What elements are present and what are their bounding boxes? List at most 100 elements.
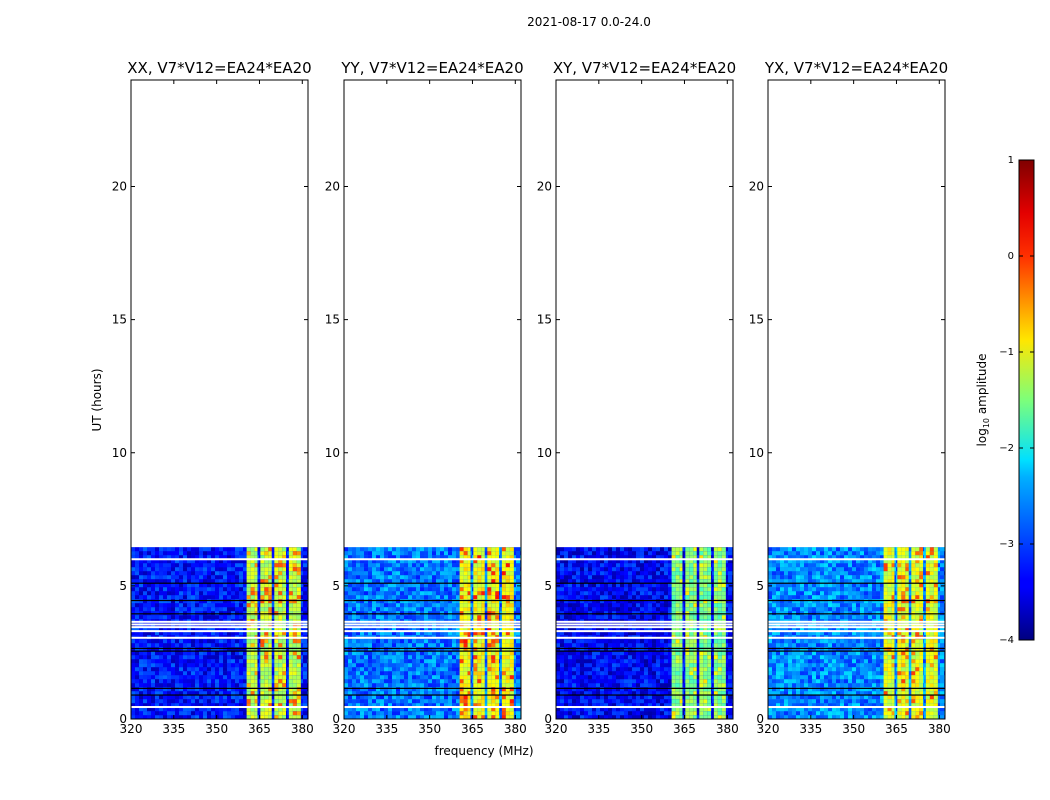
heatmap-cell <box>231 691 235 696</box>
heatmap-cell <box>440 571 444 576</box>
band-cell <box>501 607 506 612</box>
band-cell <box>264 555 269 560</box>
heatmap-cell <box>179 711 183 716</box>
band-cell <box>491 663 496 668</box>
heatmap-cell <box>360 667 364 672</box>
heatmap-cell <box>271 555 275 560</box>
band-cell <box>463 591 468 596</box>
band-cell <box>250 699 255 704</box>
heatmap-cell <box>147 643 151 648</box>
band-cell <box>250 603 255 608</box>
heatmap-cell <box>183 583 187 588</box>
heatmap-cell <box>372 715 376 719</box>
band-cell <box>250 647 255 652</box>
heatmap-cell <box>215 663 219 668</box>
heatmap-cell <box>408 563 412 568</box>
band-cell <box>477 683 482 688</box>
heatmap-cell <box>484 651 488 656</box>
heatmap-cell <box>384 599 388 604</box>
heatmap-cell <box>416 699 420 704</box>
heatmap-cell <box>440 711 444 716</box>
heatmap-cell <box>416 683 420 688</box>
heatmap-cell <box>303 647 307 652</box>
heatmap-cell <box>135 667 139 672</box>
heatmap-cell <box>348 695 352 700</box>
heatmap-cell <box>271 647 275 652</box>
heatmap-cell <box>183 687 187 692</box>
band-cell <box>477 695 482 700</box>
heatmap-cell <box>436 715 440 719</box>
heatmap-cell <box>131 683 135 688</box>
heatmap-cell <box>167 567 171 572</box>
band-cell <box>254 575 258 580</box>
heatmap-cell <box>299 695 303 700</box>
heatmap-cell <box>436 671 440 676</box>
heatmap-cell <box>223 639 227 644</box>
heatmap-cell <box>143 683 147 688</box>
heatmap-cell <box>372 599 376 604</box>
heatmap-cell <box>271 571 275 576</box>
heatmap-cell <box>203 703 207 708</box>
heatmap-cell <box>303 575 307 580</box>
heatmap-cell <box>420 583 424 588</box>
heatmap-cell <box>159 599 163 604</box>
heatmap-cell <box>143 563 147 568</box>
heatmap-cell <box>348 659 352 664</box>
heatmap-cell <box>352 703 356 708</box>
heatmap-cell <box>139 607 143 612</box>
band-cell <box>487 647 492 652</box>
band-cell <box>491 707 496 712</box>
heatmap-cell <box>384 651 388 656</box>
heatmap-cell <box>512 639 516 644</box>
heatmap-cell <box>352 595 356 600</box>
heatmap-cell <box>392 711 396 716</box>
heatmap-cell <box>356 711 360 716</box>
heatmap-cell <box>227 695 231 700</box>
heatmap-cell <box>484 711 488 716</box>
heatmap-cell <box>412 615 416 620</box>
band-cell <box>481 679 485 684</box>
band-cell <box>278 583 283 588</box>
heatmap-cell <box>195 715 199 719</box>
heatmap-cell <box>356 691 360 696</box>
heatmap-cell <box>179 579 183 584</box>
heatmap-cell <box>235 703 239 708</box>
heatmap-cell <box>223 651 227 656</box>
heatmap-cell <box>396 651 400 656</box>
band-cell <box>268 663 272 668</box>
band-cell <box>264 639 269 644</box>
heatmap-cell <box>207 651 211 656</box>
band-cell <box>250 687 255 692</box>
heatmap-cell <box>235 695 239 700</box>
heatmap-cell <box>412 599 416 604</box>
heatmap-cell <box>360 711 364 716</box>
heatmap-cell <box>131 547 135 552</box>
band-cell <box>282 551 287 556</box>
heatmap-cell <box>408 607 412 612</box>
heatmap-cell <box>243 591 247 596</box>
band-cell <box>278 627 283 632</box>
band-cell <box>467 583 471 588</box>
band-cell <box>268 667 272 672</box>
heatmap-cell <box>456 607 460 612</box>
heatmap-cell <box>436 603 440 608</box>
band-cell <box>477 627 482 632</box>
band-cell <box>459 703 464 708</box>
heatmap-cell <box>392 651 396 656</box>
heatmap-cell <box>299 699 303 704</box>
heatmap-cell <box>352 591 356 596</box>
band-cell <box>246 671 251 676</box>
heatmap-cell <box>384 691 388 696</box>
band-cell <box>292 655 297 660</box>
band-cell <box>274 679 279 684</box>
band-cell <box>264 647 269 652</box>
band-cell <box>254 715 258 719</box>
heatmap-cell <box>191 671 195 676</box>
heatmap-cell <box>299 599 303 604</box>
heatmap-cell <box>364 607 368 612</box>
heatmap-cell <box>195 627 199 632</box>
heatmap-cell <box>171 603 175 608</box>
heatmap-cell <box>131 643 135 648</box>
heatmap-cell <box>219 675 223 680</box>
band-cell <box>292 691 297 696</box>
